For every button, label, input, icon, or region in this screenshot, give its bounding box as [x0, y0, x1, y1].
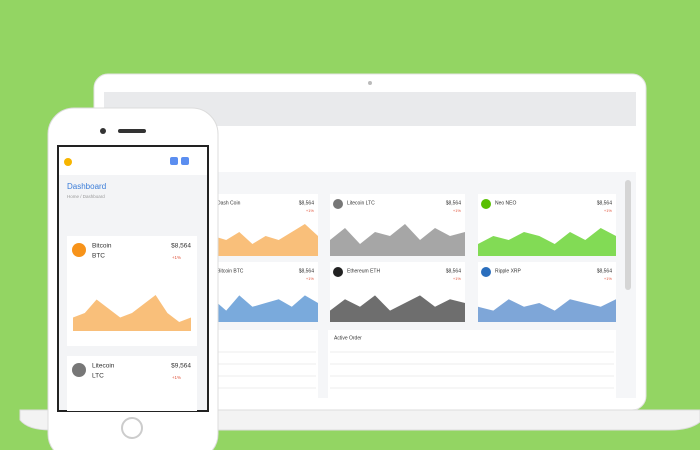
coin-icon	[481, 267, 491, 277]
coin-price: $8,564	[446, 268, 462, 274]
home-button[interactable]	[121, 417, 143, 439]
coin-price: $8,564	[299, 200, 315, 206]
coin-name: Ripple XRP	[495, 268, 522, 274]
app-icon[interactable]	[181, 157, 189, 165]
laptop-cards: Dash Coin $8,564 +1% Litecoin LTC $8,564 +1% N…	[200, 194, 616, 322]
coin-card	[67, 356, 197, 411]
coin-icon	[72, 243, 86, 257]
trend-area	[200, 224, 318, 256]
coin-name: Ethereum ETH	[347, 268, 380, 274]
coin-price: $8,564	[597, 200, 613, 206]
coin-change: +1%	[453, 208, 462, 213]
coin-change: +1%	[306, 208, 315, 213]
trend-area	[73, 295, 191, 331]
trend-area	[200, 295, 318, 322]
trend-area	[478, 228, 616, 256]
coin-code: LTC	[92, 373, 104, 380]
coin-icon	[72, 363, 86, 377]
coin-change: +1%	[172, 255, 181, 260]
coin-name: Bitcoin BTC	[217, 268, 244, 274]
coin-price: $8,564	[597, 268, 613, 274]
coin-price: $8,564	[299, 268, 315, 274]
coin-name: Litecoin LTC	[347, 200, 375, 206]
app-logo	[64, 158, 72, 166]
phone-camera	[100, 128, 106, 134]
coin-name: Neo NEO	[495, 200, 517, 206]
coin-change: +1%	[306, 276, 315, 281]
coin-change: +1%	[453, 276, 462, 281]
coin-change: +1%	[172, 375, 181, 380]
coin-name: Bitcoin	[92, 243, 112, 250]
trend-area	[330, 224, 465, 256]
coin-change: +1%	[604, 208, 613, 213]
coin-icon	[481, 199, 491, 209]
trend-area	[478, 299, 616, 322]
trend-area	[330, 295, 465, 322]
coin-price: $8,564	[446, 200, 462, 206]
phone-cards: Bitcoin BTC $8,564 +1% Litecoin LTC $9,564 +1%	[67, 236, 197, 411]
coin-icon	[333, 267, 343, 277]
breadcrumb: Home / Dashboard	[67, 194, 105, 199]
coin-name: Litecoin	[92, 363, 115, 370]
scrollbar	[625, 180, 631, 290]
coin-change: +1%	[604, 276, 613, 281]
table-rows	[205, 351, 614, 389]
coin-price: $8,564	[171, 243, 191, 250]
phone-title: Dashboard	[67, 182, 106, 191]
coin-code: BTC	[92, 253, 105, 260]
coin-price: $9,564	[171, 363, 191, 370]
coin-icon	[333, 199, 343, 209]
app-icon[interactable]	[170, 157, 178, 165]
camera	[368, 81, 372, 85]
phone-speaker	[118, 129, 146, 133]
coin-name: Dash Coin	[217, 200, 241, 206]
table-title: Active Order	[334, 335, 362, 341]
